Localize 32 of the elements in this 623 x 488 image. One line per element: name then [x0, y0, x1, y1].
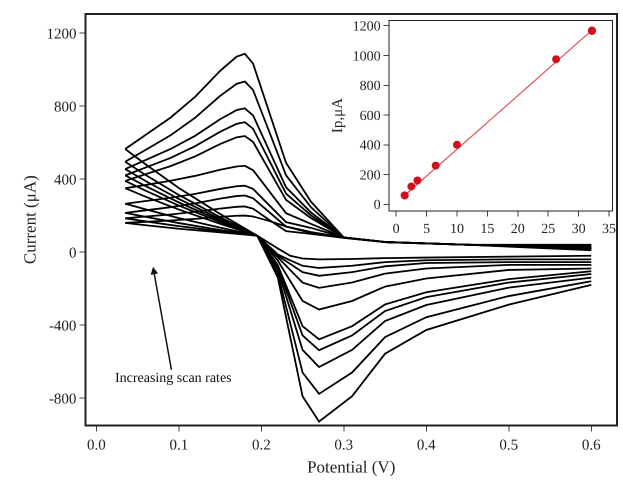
x-tick-label: 5	[423, 222, 430, 238]
y-tick-label: 1200	[352, 20, 381, 35]
y-axis-title: Current (μA)	[20, 175, 40, 264]
x-tick-label: 0.5	[499, 438, 518, 454]
x-tick-label: 20	[510, 222, 525, 238]
x-tick-label: 0.3	[334, 438, 354, 454]
y-tick-label: 800	[54, 99, 76, 116]
y-tick-label: 400	[54, 172, 76, 188]
y-tick-label: 600	[360, 108, 381, 124]
y-tick-label: 200	[360, 168, 381, 184]
x-tick-label: 0.4	[416, 438, 436, 454]
annotation: Increasing scan rates	[115, 371, 232, 386]
x-tick-label: 0	[392, 222, 400, 238]
y-tick-label: 800	[360, 79, 381, 94]
x-tick-label: 25	[541, 222, 556, 238]
y-tick-label: -400	[48, 318, 76, 334]
y-tick-label: 1200	[46, 26, 76, 42]
x-tick-label: 30	[572, 222, 586, 238]
x-tick-label: 0.6	[582, 438, 602, 454]
x-tick-label: 35	[602, 222, 616, 238]
x-tick-label: 10	[450, 222, 464, 238]
y-tick-label: 400	[360, 138, 381, 154]
y-tick-label: -800	[48, 391, 76, 408]
y-axis-title: Ip,μA	[330, 98, 346, 134]
x-tick-label: 0.2	[252, 438, 271, 454]
y-tick-label: 1000	[352, 49, 381, 64]
y-tick-label: 0	[68, 245, 76, 262]
y-tick-label: 0	[374, 198, 381, 214]
x-tick-label: 0.1	[169, 438, 188, 454]
x-axis-title: Potential (V)	[307, 457, 396, 476]
x-tick-label: 0.0	[86, 438, 106, 454]
x-tick-label: 15	[480, 222, 494, 238]
